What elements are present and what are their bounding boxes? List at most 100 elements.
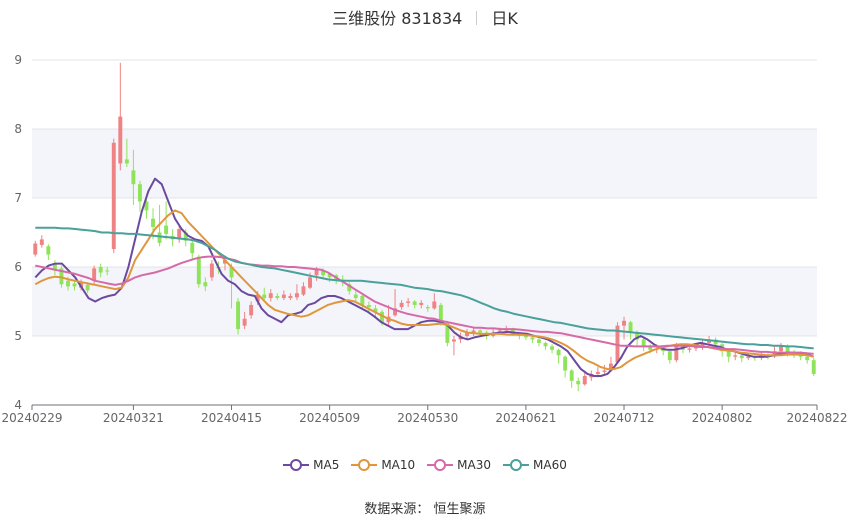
- candle-body: [550, 346, 555, 350]
- candle-body: [576, 380, 581, 385]
- candle-body: [347, 284, 352, 292]
- candle-body: [236, 301, 241, 330]
- candle-body: [445, 322, 450, 343]
- candle-body: [406, 301, 411, 303]
- candle-body: [380, 311, 384, 323]
- candle-body: [33, 243, 38, 255]
- candle-body: [353, 294, 358, 299]
- x-tick-label: 20240229: [1, 411, 62, 425]
- candle-body: [556, 349, 561, 356]
- y-tick-label: 8: [14, 122, 22, 136]
- x-tick-label: 20240802: [692, 411, 753, 425]
- candle-body: [628, 322, 633, 333]
- candle-body: [144, 201, 149, 211]
- chart-title-text: 三维股份 831834: [332, 9, 463, 28]
- candle-body: [314, 268, 319, 276]
- candle-body: [59, 268, 64, 285]
- candle-body: [157, 232, 162, 243]
- candle-body: [249, 304, 254, 316]
- ma-line-ma30: [35, 255, 814, 355]
- candle-body: [602, 370, 607, 372]
- candle-body: [209, 263, 214, 278]
- candle-body: [543, 342, 548, 347]
- candle-body: [203, 282, 208, 287]
- ma-line-ma5: [34, 177, 815, 377]
- candle-body: [124, 159, 129, 164]
- candle-body: [223, 260, 227, 264]
- candle-body: [92, 268, 97, 281]
- candle-body: [582, 376, 587, 385]
- candle-body: [478, 330, 483, 333]
- candle-body: [66, 280, 70, 287]
- candle-body: [373, 308, 378, 312]
- legend-label: MA5: [313, 458, 340, 472]
- candle-body: [301, 286, 306, 295]
- candle-body: [687, 348, 692, 350]
- candle-body: [46, 246, 51, 255]
- legend-label: MA10: [381, 458, 416, 472]
- legend-label: MA60: [533, 458, 567, 472]
- legend-item-ma30[interactable]: MA30: [427, 458, 491, 472]
- candle-body: [131, 170, 136, 185]
- candle-body: [412, 301, 417, 305]
- candle-body: [360, 295, 365, 305]
- candle-body: [595, 371, 600, 374]
- candle-body: [425, 307, 430, 309]
- ma-line-ma10: [34, 209, 814, 371]
- candle-body: [242, 318, 247, 326]
- candle-body: [779, 346, 783, 352]
- candle-body: [746, 356, 751, 359]
- candle-body: [137, 184, 142, 202]
- candle-body: [667, 351, 672, 361]
- candle-body: [268, 293, 273, 299]
- x-tick-label: 20240621: [495, 411, 556, 425]
- candle-body: [537, 339, 541, 343]
- candle-body: [327, 273, 332, 278]
- data-source: 数据来源： 恒生聚源: [364, 502, 486, 517]
- candle-body: [164, 225, 169, 234]
- candle-body: [288, 295, 293, 299]
- candle-body: [321, 270, 326, 276]
- x-tick-label: 20240822: [786, 411, 847, 425]
- legend-item-ma60[interactable]: MA60: [503, 458, 567, 472]
- candle-body: [674, 346, 679, 361]
- chart-title: 三维股份 831834 日K: [0, 5, 850, 29]
- candle-body: [196, 256, 201, 285]
- candle-body: [393, 308, 398, 316]
- candle-body: [648, 346, 653, 350]
- candle-body: [798, 355, 803, 357]
- candle-body: [635, 332, 640, 340]
- candle-body: [805, 356, 810, 361]
- candle-body: [39, 239, 44, 245]
- candle-body: [471, 330, 476, 333]
- candle-body: [733, 355, 738, 357]
- y-tick-label: 6: [14, 260, 22, 274]
- legend-label: MA30: [457, 458, 492, 472]
- y-tick-label: 4: [14, 398, 22, 412]
- candle-body: [465, 332, 469, 336]
- chart-period: 日K: [491, 9, 518, 28]
- candle-body: [523, 336, 528, 338]
- candle-body: [281, 294, 286, 299]
- x-tick-label: 20240530: [397, 411, 458, 425]
- candle-body: [111, 142, 116, 250]
- candle-body: [608, 363, 613, 371]
- legend-item-ma10[interactable]: MA10: [351, 458, 415, 472]
- legend: MA5 MA10 MA30 MA60: [0, 458, 850, 475]
- candle-body: [419, 302, 424, 305]
- y-tick-label: 5: [14, 329, 22, 343]
- candle-body: [98, 267, 103, 273]
- candle-body: [530, 337, 535, 340]
- candle-body: [52, 263, 57, 271]
- candle-body: [563, 356, 568, 371]
- candle-body: [399, 302, 404, 308]
- candle-body: [275, 295, 280, 299]
- candle-body: [615, 325, 620, 363]
- candle-body: [497, 330, 502, 333]
- candle-body: [569, 370, 574, 381]
- candle-body: [622, 320, 626, 326]
- legend-item-ma5[interactable]: MA5: [283, 458, 339, 472]
- kline-chart: 4 5 6 7 8 9 20240229 20240321 20240415 20240509 20…: [1, 53, 847, 425]
- x-tick-label: 20240712: [593, 411, 654, 425]
- y-tick-label: 7: [14, 191, 22, 205]
